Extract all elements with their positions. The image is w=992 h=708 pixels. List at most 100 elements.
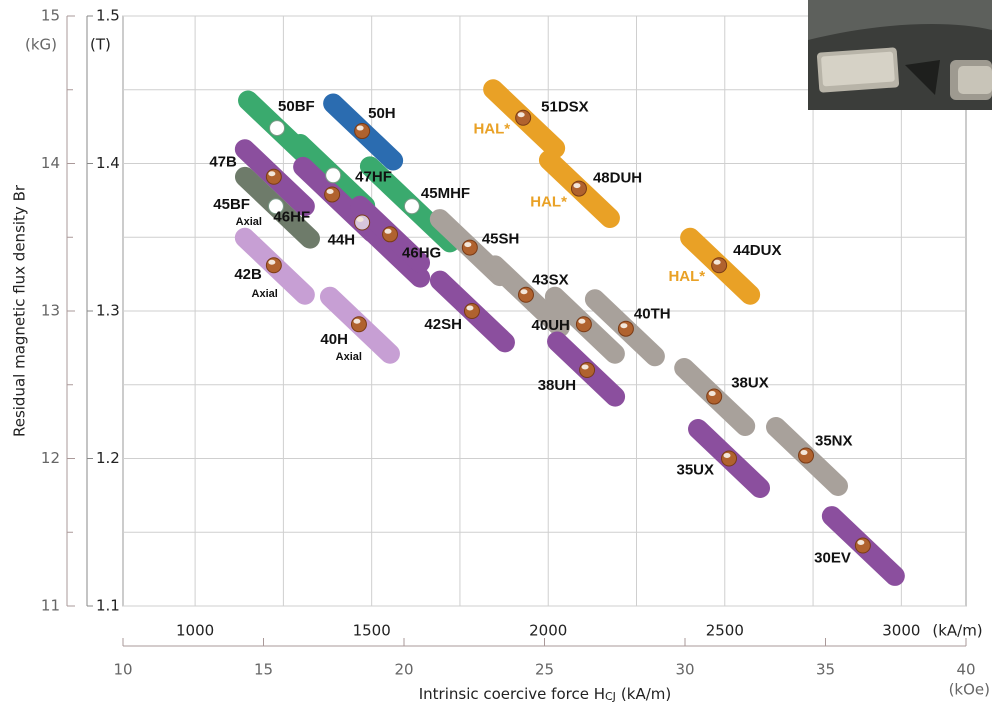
grade-marker	[325, 187, 340, 202]
grade-marker	[855, 538, 870, 553]
x-tick-label: 1500	[353, 622, 391, 640]
marker-highlight	[268, 260, 275, 265]
x-axis-title: Intrinsic coercive force HCJ (kA/m)	[419, 685, 672, 704]
y2-tick-label: 11	[41, 597, 60, 615]
grade-label: 40TH	[634, 306, 671, 323]
marker-highlight	[518, 112, 525, 117]
grade-note: Axial	[252, 288, 278, 300]
grade-label: 46HG	[402, 244, 441, 261]
x-unit: (kA/m)	[932, 622, 982, 640]
marker-highlight	[714, 260, 721, 265]
grade-label: 44DUX	[733, 242, 781, 259]
grade-marker	[518, 287, 533, 302]
marker-highlight	[353, 319, 360, 324]
x2-tick-label: 20	[394, 661, 413, 679]
x2-tick-label: 35	[816, 661, 835, 679]
marker-highlight	[620, 323, 627, 328]
marker-highlight	[582, 365, 589, 370]
y-axis-title: Residual magnetic flux density Br	[11, 184, 29, 437]
marker-highlight	[857, 540, 864, 545]
grade-label: 51DSX	[541, 99, 589, 116]
grade-marker	[464, 304, 479, 319]
y2-tick-label: 14	[41, 154, 60, 172]
y-tick-label: 1.5	[96, 7, 120, 25]
y2-tick-label: 15	[41, 7, 60, 25]
grade-marker	[799, 448, 814, 463]
grade-marker	[355, 215, 370, 230]
marker-highlight	[385, 229, 392, 234]
x-tick-label: 2500	[706, 622, 744, 640]
grade-label: 45BF	[213, 196, 250, 213]
y-tick-label: 1.2	[96, 449, 120, 467]
grade-marker	[462, 240, 477, 255]
marker-highlight	[357, 217, 364, 222]
grade-note: Axial	[336, 351, 362, 363]
grade-marker	[707, 389, 722, 404]
grade-marker	[270, 121, 285, 136]
marker-highlight	[268, 171, 275, 176]
marker-highlight	[357, 126, 364, 131]
grade-marker	[571, 181, 586, 196]
y2-tick-label: 12	[41, 449, 60, 467]
grade-label: 48DUH	[593, 170, 642, 187]
grade-note: HAL*	[530, 194, 567, 211]
grade-note: HAL*	[473, 121, 510, 138]
grade-marker	[576, 317, 591, 332]
x2-tick-label: 25	[535, 661, 554, 679]
marker-highlight	[573, 183, 580, 188]
grade-marker	[722, 451, 737, 466]
y2-unit: (kG)	[25, 36, 57, 54]
x2-tick-label: 40	[956, 661, 975, 679]
grade-marker	[383, 227, 398, 242]
x-tick-label: 2000	[529, 622, 567, 640]
grade-label: 38UH	[538, 377, 576, 394]
marker-highlight	[709, 391, 716, 396]
x-title-sub: CJ	[605, 690, 616, 703]
grade-label: 43SX	[532, 272, 569, 289]
grade-marker	[266, 258, 281, 273]
grade-label: 44H	[328, 231, 356, 248]
x-tick-label: 1000	[176, 622, 214, 640]
y-tick-label: 1.3	[96, 302, 120, 320]
x-title-unit: (kA/m)	[621, 685, 671, 703]
marker-highlight	[464, 242, 471, 247]
grade-marker	[351, 317, 366, 332]
x2-tick-label: 30	[675, 661, 694, 679]
grade-marker	[712, 258, 727, 273]
grade-label: 35NX	[815, 433, 853, 450]
grade-label: 42SH	[424, 316, 462, 333]
marker-highlight	[724, 453, 731, 458]
grade-note: HAL*	[668, 268, 705, 285]
grade-marker	[580, 363, 595, 378]
grade-label: 30EV	[814, 549, 851, 566]
x-title-main: Intrinsic coercive force H	[419, 685, 605, 703]
grade-label: 47HF	[355, 168, 392, 185]
grade-note: Axial	[236, 216, 262, 228]
marker-highlight	[327, 189, 334, 194]
grade-label: 38UX	[731, 375, 769, 392]
y-unit: (T)	[90, 36, 111, 54]
grade-marker	[266, 169, 281, 184]
grade-label: 42B	[234, 266, 262, 283]
grade-marker	[326, 168, 341, 183]
grade-label: 45SH	[482, 231, 520, 248]
x2-tick-label: 15	[254, 661, 273, 679]
photo	[808, 0, 992, 110]
marker-highlight	[466, 306, 473, 311]
marker-highlight	[801, 450, 808, 455]
x2-unit: (kOe)	[949, 681, 990, 699]
chart: (kG) (T) (kOe) Residual magnetic flux de…	[0, 0, 992, 708]
grade-label: 40H	[320, 331, 348, 348]
x-tick-label: 3000	[882, 622, 920, 640]
y2-tick-label: 13	[41, 302, 60, 320]
grade-marker	[355, 124, 370, 139]
grade-marker	[618, 321, 633, 336]
grade-label: 50BF	[278, 98, 315, 115]
grade-label: 35UX	[676, 461, 714, 478]
grade-label: 50H	[368, 105, 396, 122]
x2-tick-label: 10	[113, 661, 132, 679]
y-tick-label: 1.4	[96, 154, 120, 172]
grade-label: 47B	[209, 154, 237, 171]
grade-label: 46HF	[273, 208, 310, 225]
grade-label: 45MHF	[421, 185, 470, 202]
